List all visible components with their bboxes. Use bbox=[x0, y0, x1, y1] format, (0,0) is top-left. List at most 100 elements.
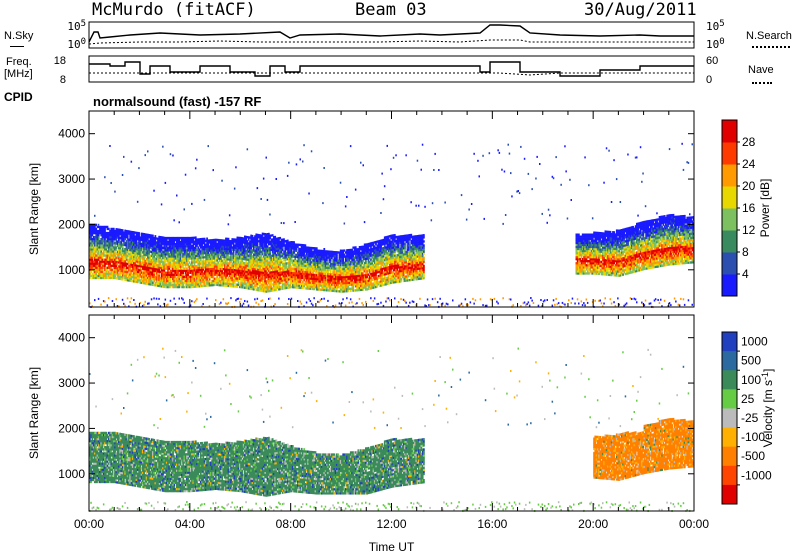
power-echo-cell bbox=[95, 266, 98, 269]
power-echo-cell bbox=[99, 246, 101, 249]
power-echo-cell bbox=[96, 276, 99, 280]
power-echo-cell bbox=[96, 266, 99, 269]
power-echo-cell bbox=[97, 250, 100, 253]
power-echo-cell bbox=[126, 236, 129, 239]
power-echo-cell bbox=[92, 252, 95, 255]
power-echo-cell bbox=[121, 247, 124, 250]
power-echo-cell bbox=[89, 244, 91, 247]
power-echo-cell bbox=[154, 235, 157, 238]
power-ground-cell bbox=[150, 298, 153, 301]
power-echo-cell bbox=[290, 249, 293, 252]
power-scatter-cell bbox=[212, 169, 214, 172]
power-echo-cell bbox=[91, 250, 94, 253]
power-echo-cell bbox=[120, 229, 123, 232]
power-echo-cell bbox=[124, 229, 127, 232]
power-scatter-cell bbox=[343, 222, 346, 225]
power-echo-cell bbox=[168, 267, 171, 270]
power-echo-cell bbox=[129, 267, 132, 270]
power-echo-cell bbox=[309, 271, 312, 274]
power-echo-cell bbox=[128, 273, 130, 276]
power-echo-cell bbox=[119, 277, 122, 281]
power-echo-cell bbox=[111, 268, 114, 272]
power-scatter-cell bbox=[164, 181, 167, 184]
power-echo-cell bbox=[123, 235, 125, 238]
power-echo-cell bbox=[111, 231, 114, 235]
power-echo-cell bbox=[97, 244, 100, 247]
power-echo-cell bbox=[121, 239, 124, 242]
power-echo-cell bbox=[128, 254, 130, 258]
power-ground-cell bbox=[133, 299, 135, 301]
power-echo-cell bbox=[169, 261, 172, 264]
power-echo-cell bbox=[121, 233, 124, 236]
power-echo-cell bbox=[111, 244, 114, 247]
power-ground-cell bbox=[346, 297, 348, 300]
power-ground-cell bbox=[278, 297, 280, 300]
power-echo-cell bbox=[111, 254, 114, 257]
power-echo-cell bbox=[97, 266, 100, 269]
power-echo-cell bbox=[124, 270, 127, 273]
nave-tick-low: 0 bbox=[706, 74, 712, 86]
power-echo-cell bbox=[90, 274, 93, 278]
power-echo-cell bbox=[100, 276, 103, 280]
power-echo-cell bbox=[192, 244, 195, 248]
power-echo-cell bbox=[109, 229, 111, 233]
power-scatter-cell bbox=[294, 221, 296, 223]
power-echo-cell bbox=[128, 240, 130, 243]
power-echo-cell bbox=[123, 276, 125, 279]
power-echo-cell bbox=[90, 238, 93, 241]
power-echo-cell bbox=[123, 237, 125, 240]
power-echo-cell bbox=[92, 246, 95, 249]
power-echo-cell bbox=[101, 252, 104, 255]
power-echo-cell bbox=[92, 227, 95, 231]
power-echo-cell bbox=[107, 236, 110, 239]
nsky-legend-line bbox=[10, 46, 24, 47]
power-scatter-cell bbox=[94, 214, 96, 217]
power-echo-cell bbox=[109, 258, 111, 261]
power-echo-cell bbox=[89, 256, 91, 259]
power-echo-cell bbox=[110, 264, 113, 267]
power-echo-cell bbox=[121, 249, 124, 252]
power-echo-cell bbox=[110, 256, 113, 259]
power-echo-cell bbox=[106, 274, 109, 278]
power-echo-cell bbox=[96, 256, 99, 259]
power-ground-cell bbox=[356, 302, 358, 305]
power-echo-cell bbox=[129, 271, 132, 274]
power-echo-cell bbox=[124, 231, 127, 235]
power-ground-cell bbox=[310, 302, 313, 305]
power-scatter-cell bbox=[349, 145, 352, 148]
power-echo-cell bbox=[125, 262, 128, 265]
power-echo-cell bbox=[90, 258, 93, 261]
power-echo-cell bbox=[121, 251, 124, 254]
power-echo-cell bbox=[125, 240, 128, 243]
power-ground-cell bbox=[323, 297, 325, 300]
power-echo-cell bbox=[110, 227, 113, 231]
power-ground-cell bbox=[317, 300, 319, 303]
power-scatter-cell bbox=[173, 219, 175, 222]
power-echo-cell bbox=[105, 266, 108, 269]
power-ground-cell bbox=[181, 297, 183, 300]
power-echo-cell bbox=[118, 253, 120, 256]
power-echo-cell bbox=[126, 252, 129, 255]
power-ground-cell bbox=[100, 303, 102, 306]
power-echo-cell bbox=[125, 258, 128, 261]
power-echo-cell bbox=[101, 276, 104, 280]
power-echo-cell bbox=[99, 262, 101, 265]
power-echo-cell bbox=[173, 241, 176, 244]
power-echo-cell bbox=[106, 276, 109, 280]
power-echo-cell bbox=[126, 230, 129, 233]
power-echo-cell bbox=[111, 229, 114, 233]
power-echo-cell bbox=[99, 256, 101, 259]
power-echo-cell bbox=[119, 275, 122, 279]
power-echo-cell bbox=[111, 234, 114, 237]
power-echo-cell bbox=[118, 259, 120, 262]
power-ground-cell bbox=[115, 298, 117, 301]
power-echo-cell bbox=[105, 270, 108, 274]
power-echo-cell bbox=[94, 260, 96, 263]
power-echo-cell bbox=[118, 255, 120, 258]
power-ground-cell bbox=[342, 298, 344, 301]
power-echo-cell bbox=[107, 252, 110, 255]
power-echo-cell bbox=[118, 242, 120, 246]
power-echo-cell bbox=[124, 276, 127, 279]
power-echo-cell bbox=[120, 249, 123, 252]
power-echo-cell bbox=[107, 240, 110, 243]
